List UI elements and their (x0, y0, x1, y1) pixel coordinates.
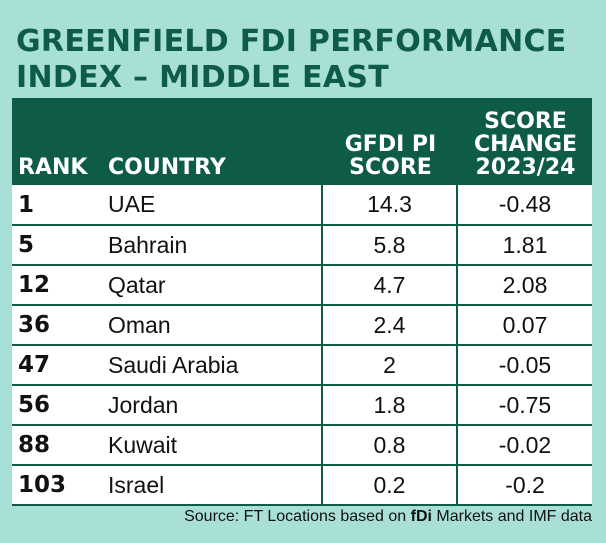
change-cell: 2.08 (456, 265, 592, 306)
ranking-table-container: RANK COUNTRY GFDI PI SCORE SCORE CHANGE … (12, 98, 592, 506)
score-cell: 0.8 (321, 425, 457, 466)
title-line-2: INDEX – MIDDLE EAST (16, 60, 390, 95)
score-cell: 1.8 (321, 385, 457, 426)
change-cell: -0.48 (456, 185, 592, 226)
header-change-line-2: CHANGE (473, 132, 578, 157)
change-cell: -0.75 (456, 385, 592, 426)
rank-cell: 47 (12, 345, 102, 386)
country-cell: Israel (102, 465, 322, 506)
change-cell: -0.2 (456, 465, 592, 506)
source-note: Source: FT Locations based on fDi Market… (184, 508, 592, 526)
header-country: COUNTRY (108, 155, 226, 180)
table-row: 1 UAE 14.3 -0.48 (12, 185, 592, 226)
header-score: GFDI PI SCORE (322, 98, 457, 185)
change-cell: -0.05 (456, 345, 592, 386)
country-cell: Qatar (102, 265, 322, 306)
header-change-line-3: 2023/24 (475, 155, 576, 180)
score-cell: 4.7 (321, 265, 457, 306)
header-change: SCORE CHANGE 2023/24 (457, 98, 592, 185)
rank-cell: 1 (12, 185, 102, 226)
change-cell: -0.02 (456, 425, 592, 466)
ranking-table: RANK COUNTRY GFDI PI SCORE SCORE CHANGE … (12, 98, 592, 506)
rank-cell: 5 (12, 225, 102, 266)
header-change-line-1: SCORE (484, 109, 567, 134)
header-score-line-1: GFDI PI (344, 132, 437, 157)
country-cell: Saudi Arabia (102, 345, 322, 386)
score-cell: 2.4 (321, 305, 457, 346)
table-row: 103 Israel 0.2 -0.2 (12, 465, 592, 506)
table-title: GREENFIELD FDI PERFORMANCE INDEX – MIDDL… (16, 24, 596, 96)
table-row: 56 Jordan 1.8 -0.75 (12, 385, 592, 426)
table-body: 1 UAE 14.3 -0.48 5 Bahrain 5.8 1.81 12 Qatar 4.7 2.… (12, 185, 592, 506)
table-row: 5 Bahrain 5.8 1.81 (12, 225, 592, 266)
header-row: RANK COUNTRY GFDI PI SCORE SCORE CHANGE … (12, 98, 592, 185)
score-cell: 0.2 (321, 465, 457, 506)
rank-cell: 12 (12, 265, 102, 306)
country-cell: Bahrain (102, 225, 322, 266)
table-row: 47 Saudi Arabia 2 -0.05 (12, 345, 592, 386)
country-cell: Kuwait (102, 425, 322, 466)
source-brand: fDi (410, 508, 432, 525)
rank-cell: 36 (12, 305, 102, 346)
source-prefix: Source: FT Locations based on (184, 508, 411, 525)
rank-cell: 56 (12, 385, 102, 426)
score-cell: 5.8 (321, 225, 457, 266)
country-cell: Jordan (102, 385, 322, 426)
rank-cell: 88 (12, 425, 102, 466)
table-row: 36 Oman 2.4 0.07 (12, 305, 592, 346)
country-cell: Oman (102, 305, 322, 346)
header-rank: RANK (18, 155, 88, 180)
source-suffix: Markets and IMF data (431, 508, 592, 525)
title-line-1: GREENFIELD FDI PERFORMANCE (16, 24, 567, 59)
score-cell: 2 (321, 345, 457, 386)
table-row: 12 Qatar 4.7 2.08 (12, 265, 592, 306)
rank-cell: 103 (12, 465, 102, 506)
header-score-line-2: SCORE (349, 155, 432, 180)
table-row: 88 Kuwait 0.8 -0.02 (12, 425, 592, 466)
score-cell: 14.3 (321, 185, 457, 226)
country-cell: UAE (102, 185, 322, 226)
change-cell: 0.07 (456, 305, 592, 346)
change-cell: 1.81 (456, 225, 592, 266)
